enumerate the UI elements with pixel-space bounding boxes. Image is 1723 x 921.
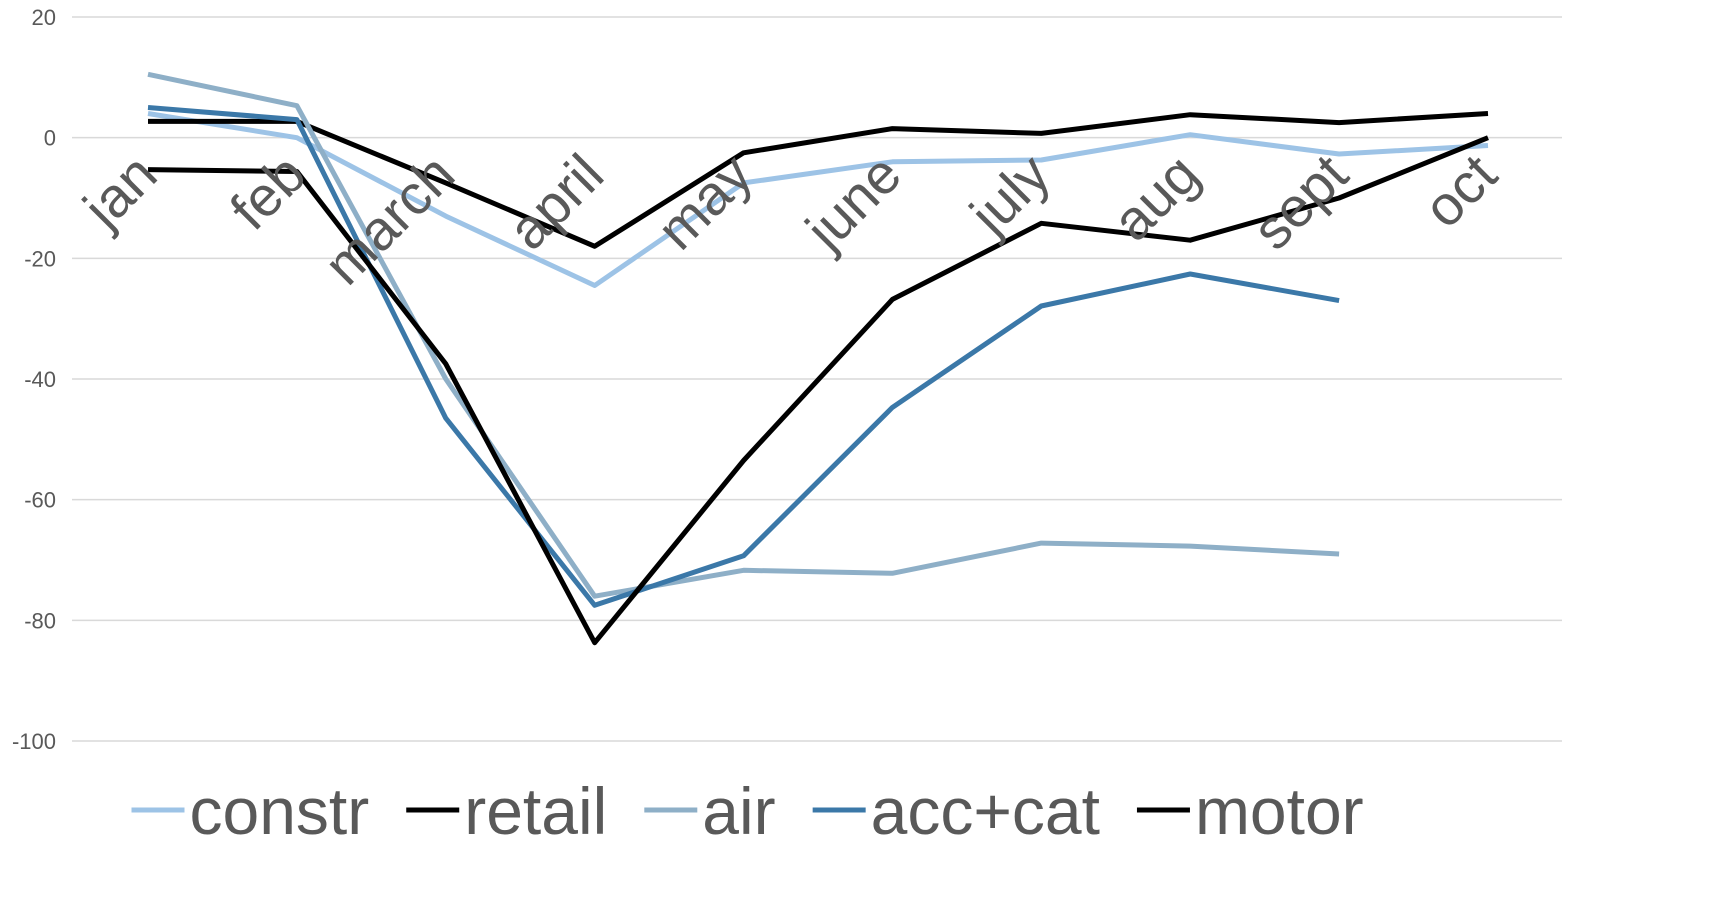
- series-line-air: [147, 71, 1340, 599]
- y-tick-label: 0: [44, 126, 56, 151]
- legend-label-retail: retail: [464, 774, 607, 848]
- series-line-retail: [148, 111, 1489, 249]
- y-axis: 20 0 -20 -40 -60 -80 -100: [12, 5, 56, 754]
- plot-area: [147, 71, 1489, 646]
- y-tick-label: -60: [24, 488, 56, 513]
- legend-label-motor: motor: [1195, 774, 1364, 848]
- legend: constr retail air acc+cat motor: [131, 774, 1364, 848]
- x-tick-label: aug: [1100, 142, 1211, 253]
- x-tick-label: feb: [218, 142, 318, 242]
- legend-label-constr: constr: [190, 774, 370, 848]
- series-line-constr: [147, 111, 1489, 288]
- y-tick-label: -40: [24, 367, 56, 392]
- x-tick-label: sept: [1240, 142, 1360, 262]
- series-line-motor: [147, 135, 1489, 646]
- x-tick-label: jan: [70, 142, 169, 241]
- x-tick-label: may: [645, 142, 764, 261]
- legend-label-air: air: [702, 774, 775, 848]
- y-tick-label: -100: [12, 729, 56, 754]
- series-line-acc-cat: [147, 105, 1340, 608]
- legend-label-acc-cat: acc+cat: [871, 774, 1100, 848]
- x-tick-label: oct: [1411, 142, 1509, 240]
- y-tick-label: -80: [24, 608, 56, 633]
- grid: [72, 16, 1562, 742]
- y-tick-label: 20: [32, 5, 56, 30]
- y-tick-label: -20: [24, 246, 56, 271]
